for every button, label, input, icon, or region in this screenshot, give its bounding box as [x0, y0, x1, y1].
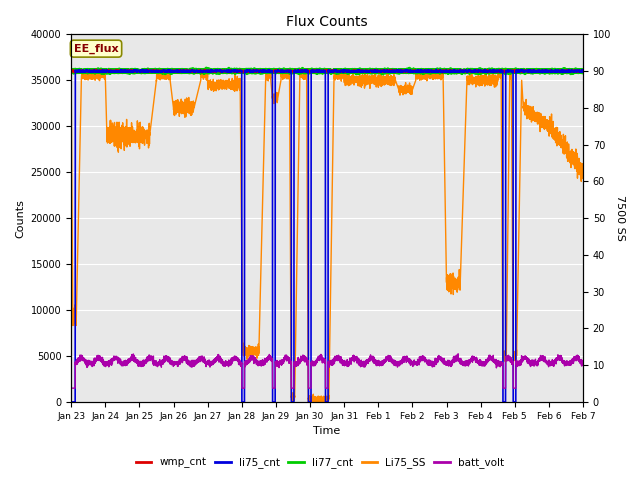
Legend: wmp_cnt, li75_cnt, li77_cnt, Li75_SS, batt_volt: wmp_cnt, li75_cnt, li77_cnt, Li75_SS, ba… — [131, 453, 509, 472]
Y-axis label: Counts: Counts — [15, 199, 25, 238]
li77_cnt — [579, 67, 587, 72]
Line: li75_cnt: li75_cnt — [71, 69, 583, 402]
batt_volt — [189, 359, 196, 365]
batt_volt — [191, 358, 199, 363]
Line: li77_cnt: li77_cnt — [71, 68, 583, 74]
Li75_SS — [93, 67, 101, 72]
li77_cnt — [186, 67, 194, 72]
batt_volt — [67, 385, 75, 391]
batt_volt — [579, 362, 587, 368]
li77_cnt — [378, 71, 386, 77]
wmp_cnt — [260, 68, 268, 73]
li75_cnt — [575, 68, 583, 73]
Li75_SS — [297, 73, 305, 79]
li77_cnt — [191, 67, 199, 73]
li75_cnt — [189, 68, 196, 74]
li75_cnt — [297, 69, 305, 74]
li75_cnt — [186, 69, 194, 74]
wmp_cnt — [575, 69, 583, 74]
Li75_SS — [579, 164, 587, 169]
batt_volt — [575, 357, 583, 363]
li75_cnt — [433, 66, 440, 72]
li75_cnt — [579, 68, 587, 73]
Li75_SS — [575, 165, 583, 170]
wmp_cnt — [67, 69, 75, 74]
wmp_cnt — [191, 68, 199, 73]
wmp_cnt — [579, 68, 587, 74]
li77_cnt — [67, 67, 75, 73]
li75_cnt — [191, 68, 199, 73]
Li75_SS — [260, 136, 268, 142]
Li75_SS — [67, 73, 75, 79]
Text: EE_flux: EE_flux — [74, 44, 118, 54]
Li75_SS — [189, 103, 196, 108]
li77_cnt — [297, 68, 305, 73]
wmp_cnt — [438, 70, 446, 76]
li77_cnt — [202, 65, 210, 71]
batt_volt — [297, 358, 305, 363]
wmp_cnt — [144, 66, 152, 72]
batt_volt — [260, 359, 268, 365]
X-axis label: Time: Time — [314, 426, 340, 436]
li77_cnt — [260, 69, 268, 75]
li77_cnt — [575, 69, 583, 74]
Li75_SS — [186, 104, 194, 110]
li77_cnt — [189, 67, 196, 73]
Li75_SS — [305, 399, 312, 405]
Line: wmp_cnt: wmp_cnt — [71, 69, 583, 73]
Li75_SS — [191, 99, 199, 105]
wmp_cnt — [297, 68, 305, 74]
Y-axis label: 7500 SS: 7500 SS — [615, 195, 625, 241]
batt_volt — [454, 351, 462, 357]
li75_cnt — [260, 69, 268, 74]
li75_cnt — [67, 399, 75, 405]
wmp_cnt — [186, 68, 194, 74]
batt_volt — [186, 360, 194, 366]
wmp_cnt — [189, 68, 196, 74]
Line: Li75_SS: Li75_SS — [71, 70, 583, 402]
Title: Flux Counts: Flux Counts — [286, 15, 368, 29]
Line: batt_volt: batt_volt — [71, 354, 583, 388]
